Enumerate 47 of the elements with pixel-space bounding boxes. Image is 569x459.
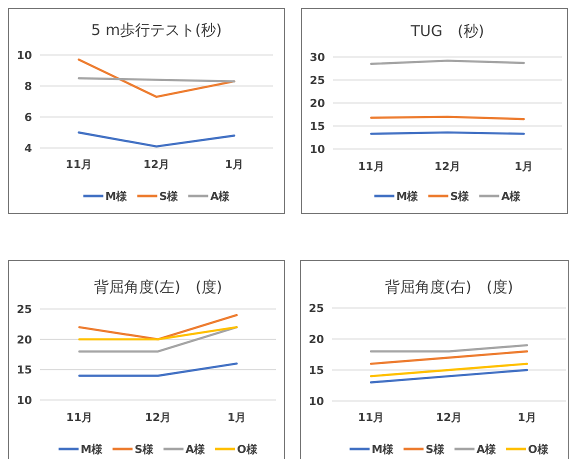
chart-title: TUG (秒)	[410, 22, 484, 40]
y-tick-label: 20	[16, 333, 32, 346]
y-tick-label: 25	[308, 302, 324, 315]
x-tick-label: 11月	[66, 158, 92, 171]
legend-label: O様	[237, 443, 258, 456]
y-tick-label: 25	[310, 74, 325, 87]
x-tick-label: 12月	[434, 160, 461, 173]
legend-label: S様	[426, 443, 446, 456]
x-tick-label: 12月	[144, 411, 172, 424]
chart-title: 背屈角度(左) (度)	[94, 278, 222, 296]
legend-label: A様	[501, 190, 522, 203]
y-tick-label: 8	[24, 80, 32, 93]
y-tick-label: 6	[24, 111, 32, 124]
y-tick-label: 4	[24, 142, 32, 155]
legend-label: A様	[186, 443, 206, 456]
y-tick-label: 15	[16, 364, 32, 377]
x-tick-label: 12月	[436, 411, 462, 424]
legend-label: M様	[80, 443, 104, 456]
x-tick-label: 1月	[224, 158, 244, 171]
x-tick-label: 11月	[358, 411, 384, 424]
y-tick-label: 10	[308, 395, 324, 408]
legend-label: S様	[159, 190, 180, 203]
x-tick-label: 12月	[143, 158, 170, 171]
x-tick-label: 1月	[514, 160, 534, 173]
chart-title: 5 m歩行テスト(秒)	[91, 21, 222, 39]
x-tick-label: 11月	[358, 160, 384, 173]
legend-label: A様	[210, 190, 231, 203]
legend-label: O様	[528, 443, 550, 456]
y-tick-label: 15	[308, 364, 324, 377]
legend-label: M様	[372, 443, 395, 456]
x-tick-label: 11月	[66, 411, 92, 424]
y-tick-label: 25	[16, 303, 32, 316]
y-tick-label: 30	[310, 51, 326, 64]
y-tick-label: 10	[310, 143, 326, 156]
y-tick-label: 15	[310, 120, 325, 133]
chart-title: 背屈角度(右) (度)	[384, 278, 514, 296]
y-tick-label: 20	[308, 333, 324, 346]
legend-label: S様	[134, 443, 154, 456]
y-tick-label: 10	[16, 49, 32, 62]
legend-label: S様	[450, 190, 470, 203]
y-tick-label: 20	[310, 97, 326, 110]
x-tick-label: 1月	[227, 411, 246, 424]
legend-label: M様	[105, 190, 128, 203]
legend-label: A様	[476, 443, 498, 456]
legend-label: M様	[396, 190, 420, 203]
x-tick-label: 1月	[518, 411, 536, 424]
y-tick-label: 10	[16, 394, 32, 407]
